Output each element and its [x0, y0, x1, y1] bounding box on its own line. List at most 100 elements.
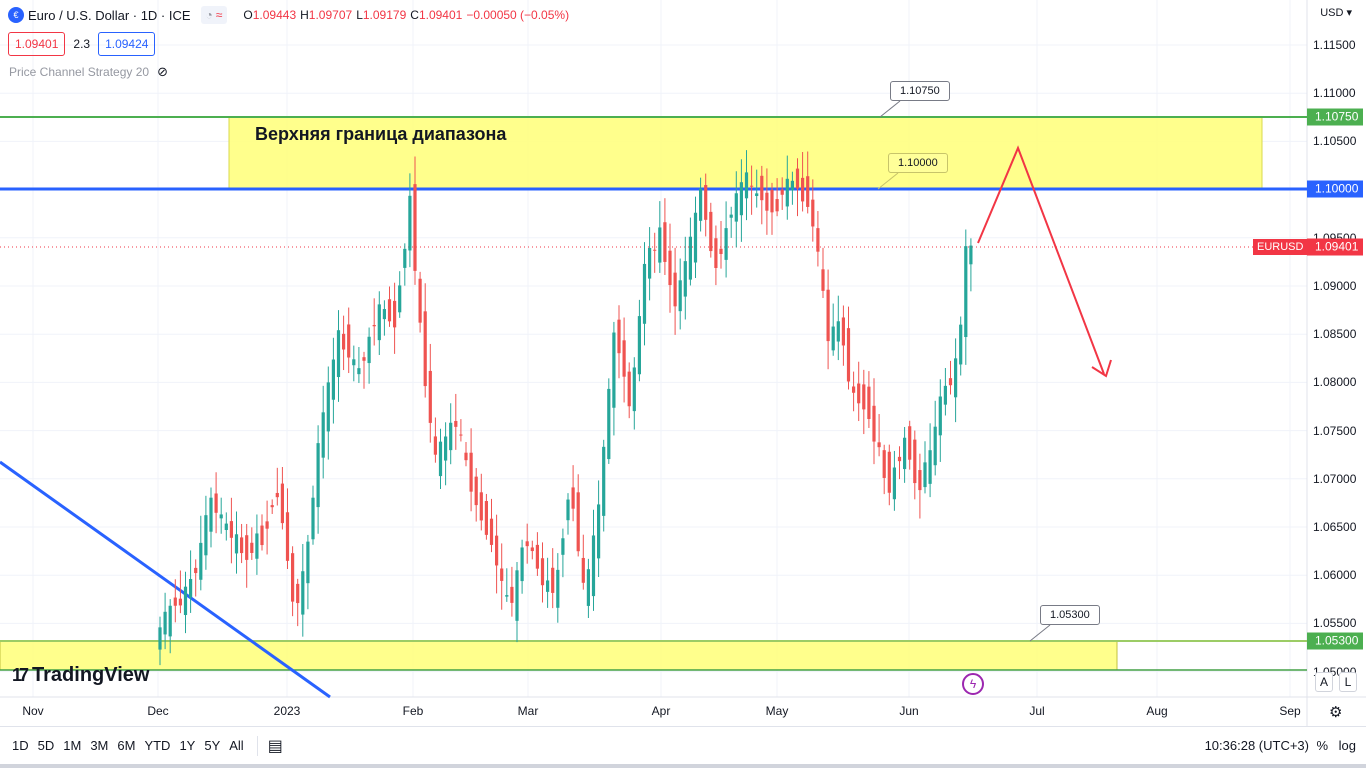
candle-body — [357, 368, 361, 375]
time-tick: 2023 — [273, 704, 301, 718]
settings-gear-icon[interactable]: ⚙ — [1329, 704, 1343, 721]
bottom-toolbar: 1D 5D 1M 3M 6M YTD 1Y 5Y All ▤ 10:36:28 (UTC+3) … — [0, 726, 1366, 764]
range-button-5d[interactable]: 5D — [37, 738, 55, 753]
range-button-5y[interactable]: 5Y — [204, 738, 221, 753]
wave-icon[interactable]: ≈ — [215, 8, 223, 22]
log-toggle[interactable]: log — [1338, 738, 1356, 753]
last-price-label: 1.09401 — [1307, 238, 1363, 256]
candle-body — [724, 228, 728, 260]
legend-actions[interactable]: ◔ ≈ — [200, 6, 228, 24]
sell-button[interactable]: 1.09401 — [8, 32, 66, 56]
time-tick: Mar — [517, 704, 539, 718]
zone-annotation[interactable]: Верхняя граница диапазона — [255, 124, 507, 144]
candle-body — [173, 597, 177, 606]
candle-body — [219, 514, 223, 519]
range-button-ytd[interactable]: YTD — [144, 738, 171, 753]
buy-button[interactable]: 1.09424 — [98, 32, 156, 56]
candle-body — [602, 446, 606, 516]
callout-upper[interactable]: 1.10750 — [890, 81, 950, 101]
symbol-title[interactable]: Euro / U.S. Dollar · 1D · ICE — [28, 7, 191, 23]
hide-icon[interactable]: ◔ — [205, 8, 213, 22]
range-button-6m[interactable]: 6M — [117, 738, 136, 753]
candle-body — [622, 340, 626, 377]
calendar-icon[interactable]: ▤ — [267, 737, 283, 755]
callout-lower[interactable]: 1.05300 — [1040, 605, 1100, 625]
lightning-icon[interactable]: ϟ — [962, 673, 984, 695]
time-tick: Feb — [402, 704, 424, 718]
candle-body — [194, 567, 198, 574]
range-button-all[interactable]: All — [229, 738, 244, 753]
callout-mid[interactable]: 1.10000 — [888, 153, 948, 173]
candle-body — [393, 300, 397, 328]
tradingview-logo[interactable]: 17 TradingView — [12, 664, 149, 687]
time-tick: Sep — [1279, 704, 1301, 718]
price-tick: 1.07000 — [1313, 471, 1357, 486]
price-tick: 1.11000 — [1313, 86, 1356, 101]
blue-level-label: 1.10000 — [1307, 180, 1363, 198]
candle-body — [291, 553, 295, 602]
range-button-1y[interactable]: 1Y — [179, 738, 196, 753]
candle-body — [892, 467, 896, 500]
candle-body — [342, 333, 346, 350]
candle-body — [408, 195, 412, 251]
range-buttons: 1D 5D 1M 3M 6M YTD 1Y 5Y All — [0, 738, 244, 753]
candle-body — [704, 185, 708, 220]
candle-body — [760, 175, 764, 201]
candle-body — [801, 177, 805, 202]
candle-body — [923, 462, 927, 488]
range-button-1d[interactable]: 1D — [12, 738, 29, 753]
candle-body — [673, 272, 677, 307]
candle-body — [846, 328, 851, 382]
candle-body — [775, 199, 779, 212]
candle-body — [591, 535, 596, 597]
candle-body — [632, 367, 636, 412]
range-button-1m[interactable]: 1M — [63, 738, 82, 753]
ohlc-value: 1.09707 — [308, 8, 353, 22]
clock[interactable]: 10:36:28 (UTC+3) — [1204, 738, 1309, 753]
candle-body — [908, 426, 912, 460]
price-tick: 1.05500 — [1313, 616, 1357, 631]
range-button-3m[interactable]: 3M — [90, 738, 109, 753]
candle-body — [535, 544, 539, 569]
candle-body — [948, 378, 953, 386]
currency-flag-icon: € — [8, 7, 24, 23]
candle-body — [831, 326, 835, 351]
candle-body — [597, 504, 601, 559]
callout-lower-connector — [1029, 624, 1051, 642]
candle-body — [347, 324, 351, 358]
candle-body — [709, 211, 713, 252]
candle-body — [734, 193, 738, 222]
candle-body — [362, 357, 366, 361]
candle-body — [454, 420, 458, 427]
candle-body — [739, 182, 743, 216]
candle-body — [806, 176, 810, 207]
candle-body — [668, 250, 672, 286]
candle-body — [428, 370, 432, 423]
candle-body — [500, 568, 504, 581]
price-tick: 1.08500 — [1313, 327, 1357, 342]
candle-body — [265, 521, 269, 529]
indicator-legend[interactable]: Price Channel Strategy 20 ⊘ — [9, 64, 168, 80]
currency-label: USD — [1320, 7, 1344, 19]
auto-scale-button[interactable]: A — [1315, 672, 1333, 692]
percent-toggle[interactable]: % — [1316, 738, 1328, 753]
candle-body — [515, 570, 519, 621]
log-scale-button[interactable]: L — [1339, 672, 1357, 692]
candle-body — [449, 422, 453, 451]
candle-body — [903, 437, 907, 470]
candle-body — [250, 542, 254, 553]
indicator-name[interactable]: Price Channel Strategy 20 — [9, 65, 150, 79]
candle-body — [326, 382, 330, 432]
candle-body — [954, 358, 958, 398]
time-tick: Jul — [1029, 704, 1045, 718]
lower-level-label: 1.05300 — [1307, 632, 1363, 650]
currency-selector[interactable]: USD ▾ — [1320, 7, 1352, 19]
upper-level-label: 1.10750 — [1307, 108, 1363, 126]
eye-crossed-icon[interactable]: ⊘ — [157, 64, 168, 79]
candle-body — [311, 497, 315, 540]
candle-body — [872, 405, 876, 442]
candle-body — [331, 359, 335, 400]
candle-body — [316, 443, 320, 508]
